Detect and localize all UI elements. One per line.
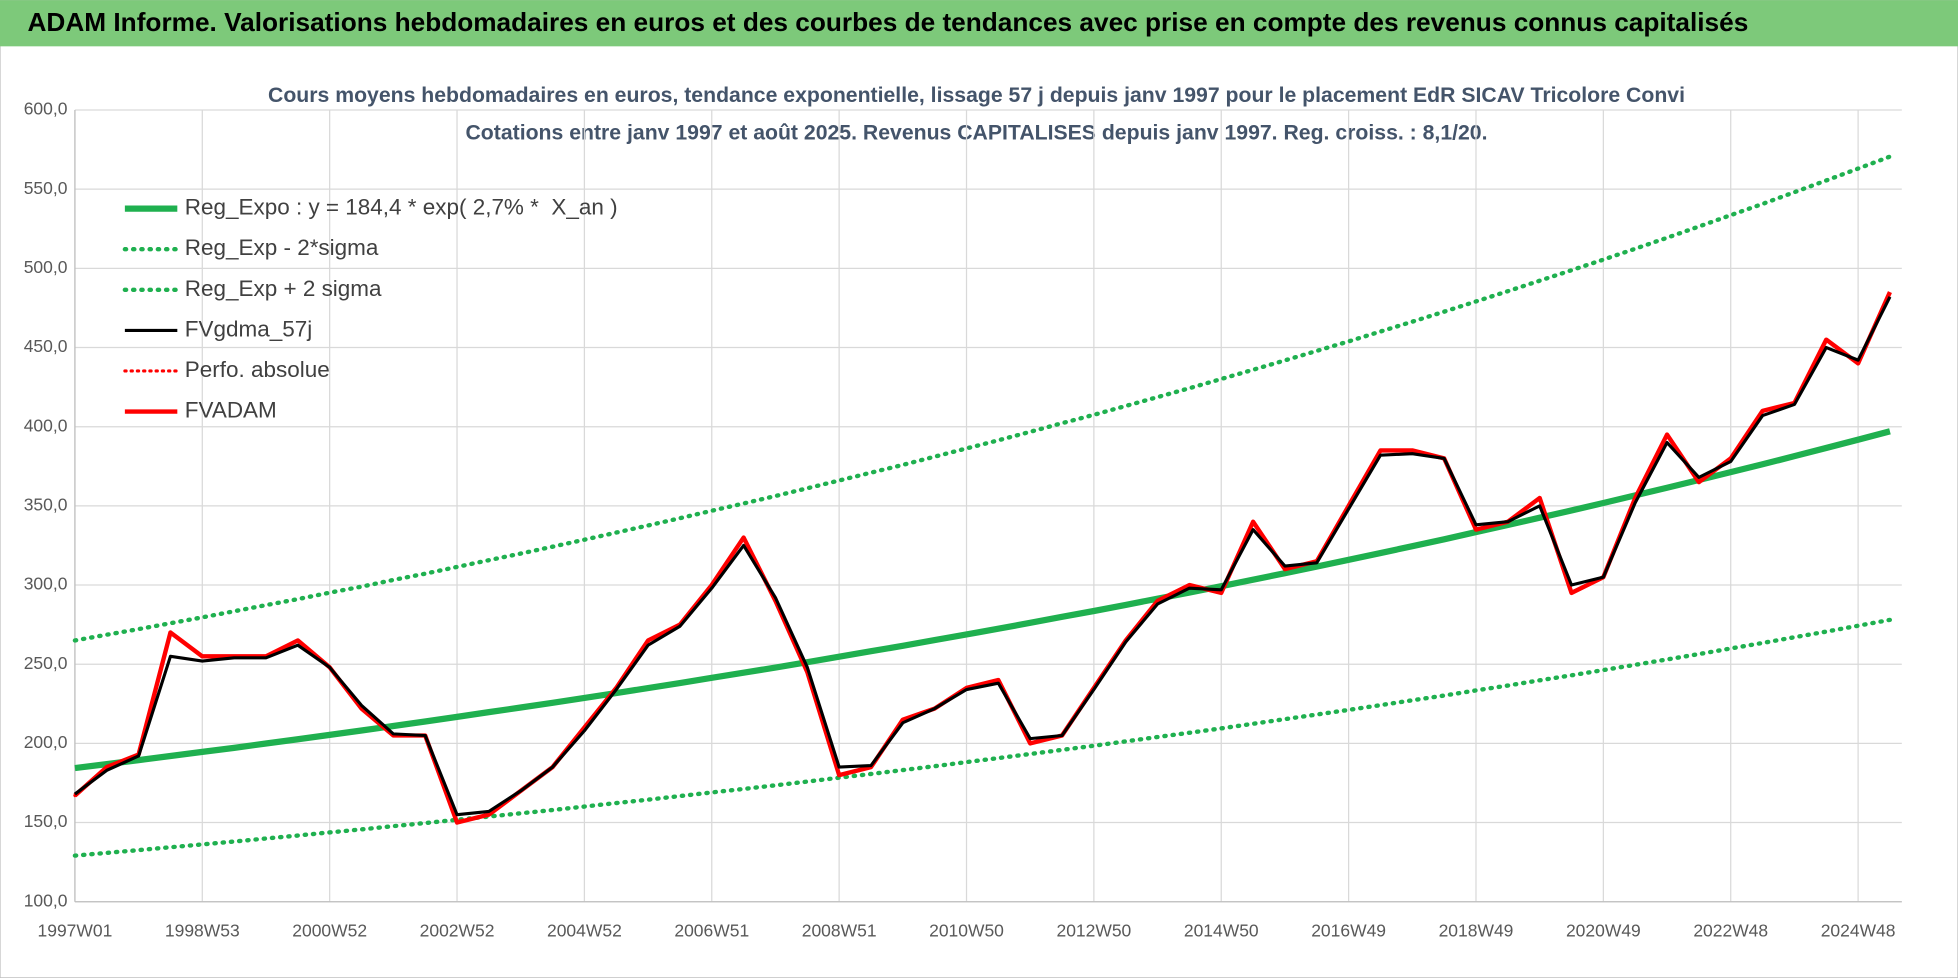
series-line	[72, 617, 1893, 858]
x-tick-label: 2020W49	[1566, 920, 1641, 940]
grid-layer: 100,0 150,0 200,0 250,0 300,0 350,0 400,0 450,0…	[24, 99, 1902, 940]
series-line	[73, 291, 1892, 825]
legend-label: FVADAM	[185, 398, 277, 423]
series-line	[72, 154, 1893, 643]
series-line	[74, 428, 1891, 772]
y-tick-label: 350,0	[24, 494, 68, 514]
legend-label: Perfo. absolue	[185, 357, 330, 382]
x-tick-label: 2012W50	[1056, 920, 1131, 940]
chart-subtitle: Cotations entre janv 1997 et août 2025. …	[465, 121, 1487, 144]
y-tick-label: 400,0	[24, 415, 68, 435]
x-tick-label: 2010W50	[929, 920, 1004, 940]
x-tick-label: 2016W49	[1311, 920, 1386, 940]
y-tick-label: 450,0	[24, 336, 68, 356]
header-bar	[0, 0, 1958, 47]
legend-label: Reg_Expo : y = 184,4 * exp( 2,7% * X_an …	[185, 195, 618, 220]
x-tick-label: 2006W51	[674, 920, 749, 940]
x-tick-label: 2024W48	[1821, 920, 1896, 940]
x-tick-label: 2018W49	[1439, 920, 1514, 940]
series-line	[73, 296, 1892, 817]
legend-label: Reg_Exp - 2*sigma	[185, 235, 379, 260]
legend-label: FVgdma_57j	[185, 316, 312, 341]
chart-title: Cours moyens hebdomadaires en euros, ten…	[268, 84, 1685, 107]
title-box	[244, 77, 1706, 150]
y-tick-label: 500,0	[24, 257, 68, 277]
x-tick-label: 1998W53	[165, 920, 240, 940]
x-tick-label: 2002W52	[420, 920, 495, 940]
y-tick-label: 600,0	[24, 99, 68, 119]
y-tick-label: 550,0	[24, 178, 68, 198]
y-tick-label: 150,0	[24, 811, 68, 831]
legend-label: Reg_Exp + 2 sigma	[185, 276, 382, 301]
x-tick-label: 1997W01	[38, 920, 113, 940]
lines-layer	[72, 154, 1893, 858]
y-tick-label: 250,0	[24, 653, 68, 673]
x-tick-label: 2022W48	[1693, 920, 1768, 940]
x-tick-label: 2004W52	[547, 920, 622, 940]
x-tick-label: 2000W52	[292, 920, 367, 940]
x-tick-label: 2008W51	[802, 920, 877, 940]
legend: Reg_Expo : y = 184,4 * exp( 2,7% * X_an …	[122, 195, 618, 423]
y-tick-label: 100,0	[24, 890, 68, 910]
x-tick-label: 2014W50	[1184, 920, 1259, 940]
y-tick-label: 300,0	[24, 574, 68, 594]
header-title: ADAM Informe. Valorisations hebdomadaire…	[27, 7, 1748, 37]
y-tick-label: 200,0	[24, 732, 68, 752]
